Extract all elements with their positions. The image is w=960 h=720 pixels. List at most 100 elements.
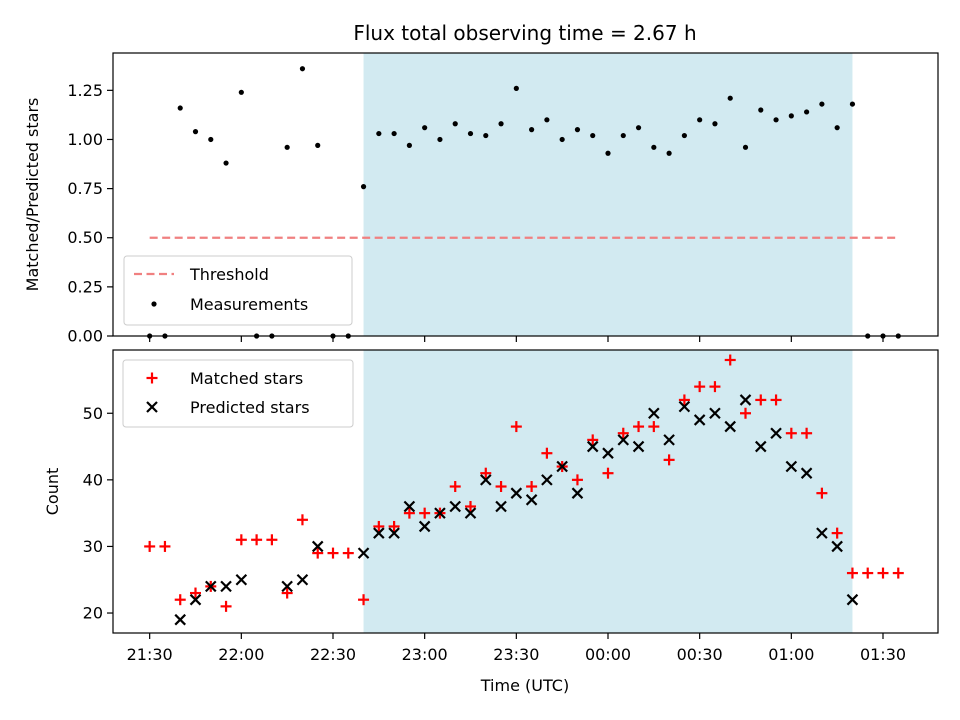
y-tick-label: 20 (83, 604, 103, 623)
predicted-star-point (846, 593, 859, 606)
observing-window-band (363, 350, 853, 633)
measurement-point (849, 101, 856, 107)
predicted-star-point (663, 434, 675, 446)
measurement-point (238, 89, 244, 95)
count-x-ticks: 21:30 22:00 22:30 23:00 23:30 00:00 00:30 01:00… (127, 633, 906, 664)
matched-star-point (602, 467, 614, 479)
predicted-star-point (388, 527, 400, 539)
predicted-star-point (174, 613, 187, 626)
predicted-star-point (373, 527, 385, 539)
matched-star-point (296, 514, 308, 526)
y-tick-label: 30 (83, 537, 103, 556)
measurement-point (544, 117, 550, 123)
matched-star-point (801, 427, 813, 439)
measurement-point (788, 113, 794, 119)
measurement-point (299, 66, 306, 72)
matched-star-point (159, 540, 171, 552)
predicted-star-point (678, 400, 691, 413)
x-axis-label: Time (UTC) (480, 676, 569, 695)
ratio-marks (147, 66, 901, 339)
predicted-star-point (296, 573, 309, 586)
matched-star-point (495, 481, 507, 493)
matched-star-point (694, 381, 706, 393)
y-tick-label: 40 (83, 470, 103, 489)
measurement-point (635, 125, 642, 131)
x-tick-label: 22:00 (218, 645, 264, 664)
chart-title: Flux total observing time = 2.67 h (353, 21, 696, 45)
ratio-legend-box (123, 255, 353, 326)
matched-star-point (266, 534, 278, 546)
matched-star-point (633, 421, 645, 433)
predicted-star-point (541, 474, 553, 486)
x-tick-label: 01:30 (860, 645, 906, 664)
legend-matched-label: Matched stars (190, 369, 303, 388)
measurement-point (666, 150, 672, 156)
matched-star-point (220, 600, 232, 612)
predicted-star-point (571, 487, 584, 499)
x-tick-label: 23:00 (402, 645, 448, 664)
matched-star-point (877, 567, 889, 579)
measurement-point (422, 125, 428, 131)
measurement-point (208, 136, 214, 143)
predicted-star-point (556, 460, 568, 473)
matched-star-point (144, 540, 156, 552)
matched-star-point (862, 567, 874, 579)
predicted-star-point (479, 474, 492, 486)
legend-predicted-swatch (146, 401, 158, 413)
matched-star-point (740, 407, 751, 419)
legend-plus-mark (146, 372, 158, 384)
observing-window-band (363, 53, 853, 336)
predicted-star-point (495, 500, 507, 513)
predicted-star-point (754, 440, 767, 453)
predicted-star-point (770, 427, 782, 440)
measurement-point (834, 125, 840, 131)
x-tick-label: 00:00 (585, 645, 631, 664)
predicted-star-point (709, 407, 721, 420)
matched-star-point (648, 421, 660, 433)
count-legend-box (122, 359, 354, 428)
measurement-point (804, 109, 810, 115)
legend-threshold-label: Threshold (189, 265, 269, 284)
ratio-axes-frame (112, 52, 939, 337)
measurement-point (712, 121, 718, 127)
measurement-point (529, 127, 535, 133)
y-tick-label: 1.25 (67, 81, 103, 100)
predicted-star-point (648, 407, 660, 420)
predicted-star-point (434, 507, 446, 519)
matched-star-point (327, 547, 339, 559)
legend-predicted-label: Predicted stars (190, 398, 310, 417)
measurement-point (620, 132, 626, 139)
measurement-point (758, 107, 764, 113)
y-tick-label: 0.50 (67, 228, 103, 247)
x-tick-label: 01:00 (768, 645, 814, 664)
matched-star-point (174, 594, 186, 606)
matched-star-point (724, 354, 736, 366)
predicted-star-point (816, 527, 828, 539)
matched-star-point (785, 427, 797, 439)
matched-star-point (449, 481, 461, 493)
ratio-x-ticks (149, 336, 884, 342)
matched-star-point (342, 547, 354, 559)
predicted-star-point (464, 507, 477, 519)
matched-star-point (465, 500, 476, 512)
legend-matched-swatch (146, 372, 158, 384)
measurement-point (773, 117, 779, 123)
matched-star-point (403, 507, 415, 519)
count-y-axis-label: Count (43, 468, 62, 516)
x-tick-label: 21:30 (127, 645, 173, 664)
measurement-point (483, 132, 489, 139)
matched-star-point (587, 434, 599, 446)
measurement-point (590, 132, 596, 139)
matched-star-point (358, 594, 370, 606)
y-tick-label: 50 (83, 404, 103, 423)
count-y-ticks: 20 30 40 50 (83, 404, 113, 623)
measurement-point (651, 144, 657, 150)
predicted-star-point (403, 500, 416, 513)
predicted-star-point (449, 500, 462, 513)
measurement-point (192, 129, 199, 135)
predicted-star-point (800, 467, 813, 479)
matched-star-point (846, 567, 858, 579)
legend-measurements-label: Measurements (190, 295, 308, 314)
matched-star-point (526, 481, 538, 493)
matched-star-point (373, 520, 385, 532)
